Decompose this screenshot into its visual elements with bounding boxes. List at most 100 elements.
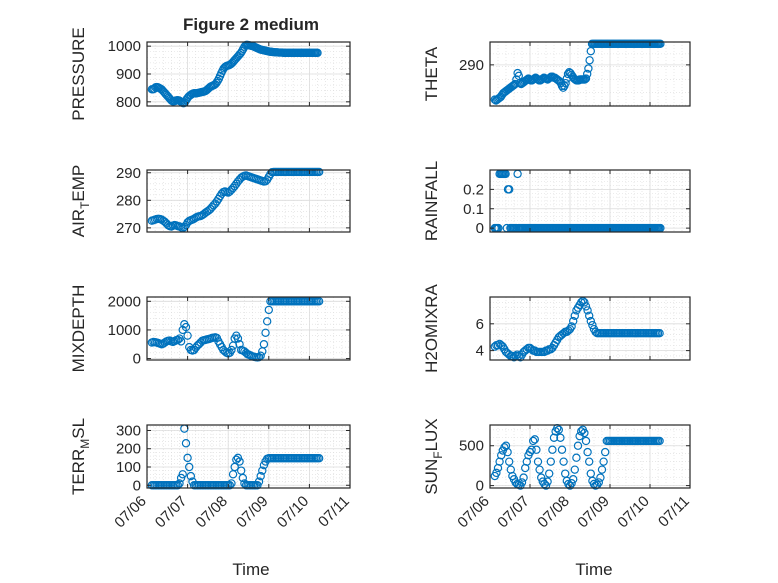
y-tick-label: 1000: [108, 322, 141, 339]
y-tick-label: 0: [133, 351, 141, 368]
data-point: [581, 302, 591, 311]
data-point: [655, 328, 664, 338]
data-point: [503, 447, 512, 457]
data-point: [236, 48, 245, 58]
data-point: [519, 473, 528, 482]
subplot-theta: 290 THETA: [422, 39, 691, 107]
y-axis-label: TERRMSL: [69, 418, 92, 495]
data-point: [527, 445, 536, 454]
axes-box: [489, 296, 691, 361]
y-axis-label: PRESSURE: [69, 27, 88, 121]
y-axis-label: AIRTEMP: [69, 165, 92, 238]
data-point: [543, 477, 552, 486]
axes-box: [489, 41, 691, 107]
data-point: [181, 439, 191, 448]
data-point: [530, 435, 540, 444]
data-point: [233, 334, 243, 343]
subplot-pressure: 800 900 1000 PRESSURE: [69, 27, 351, 121]
y-tick-label: 0: [476, 478, 484, 495]
data-point: [535, 465, 544, 474]
axes-box: [489, 169, 691, 233]
data-point: [559, 83, 568, 92]
data-point: [570, 311, 580, 320]
data-point: [505, 457, 514, 466]
axes-box: [146, 296, 351, 361]
data-point: [313, 48, 322, 58]
data-point: [583, 69, 592, 79]
data-point: [573, 441, 583, 450]
data-point: [555, 77, 564, 86]
data-point: [505, 185, 514, 194]
data-point: [517, 478, 527, 487]
data-point: [258, 466, 267, 475]
data-point: [585, 311, 594, 320]
data-point: [599, 457, 608, 466]
data-point: [212, 78, 221, 88]
data-point: [262, 317, 272, 326]
data-point: [186, 471, 196, 481]
data-point: [545, 469, 554, 478]
data-point: [176, 337, 186, 346]
data-point: [183, 331, 192, 340]
data-point: [565, 481, 575, 490]
x-axis-label-right: Time: [575, 560, 612, 579]
data-point: [493, 341, 503, 350]
data-point: [567, 322, 576, 331]
data-point: [585, 457, 594, 466]
data-point: [173, 481, 183, 490]
subplot-h2omixra: 4 6 H2OMIXRA: [422, 283, 691, 373]
data-point: [235, 457, 244, 466]
data-point: [546, 457, 556, 466]
data-point: [238, 473, 248, 483]
data-point: [655, 436, 664, 446]
data-point: [559, 457, 568, 466]
data-point: [583, 306, 592, 315]
axes-box: [146, 424, 351, 489]
data-point: [533, 457, 543, 466]
data-point: [183, 453, 192, 463]
y-tick-label: 270: [116, 220, 141, 237]
data-point: [314, 297, 324, 306]
data-point: [583, 447, 592, 457]
y-tick-label: 300: [116, 422, 141, 439]
data-point: [597, 465, 607, 474]
y-tick-label: 0: [133, 477, 141, 494]
plot-area: [490, 42, 690, 106]
y-tick-label: 0.2: [463, 181, 484, 198]
data-point: [181, 322, 191, 332]
y-axis-label: SUNFLUX: [422, 418, 445, 494]
data-point: [235, 340, 244, 349]
data-point: [314, 167, 324, 177]
data-point: [532, 445, 541, 454]
data-point: [178, 470, 187, 479]
y-tick-label: 200: [116, 441, 141, 458]
data-point: [596, 473, 605, 482]
data-point: [227, 479, 236, 488]
data-point: [256, 471, 265, 481]
data-point: [529, 436, 538, 446]
data-point: [261, 328, 270, 337]
subplot-mixdepth: 0 1000 2000 MIXDEPTH: [69, 285, 351, 373]
data-point: [584, 64, 593, 73]
y-tick-label: 0.1: [463, 201, 484, 218]
data-point: [492, 468, 501, 478]
axes-box: [489, 424, 691, 489]
data-point: [580, 75, 590, 84]
data-point: [314, 454, 324, 463]
data-point: [556, 433, 565, 442]
y-tick-label: 1000: [108, 38, 141, 55]
data-point: [541, 481, 551, 490]
subplot-air-temp: 270 280 290 AIRTEMP: [69, 165, 351, 238]
data-point: [225, 481, 235, 490]
data-point: [569, 316, 578, 326]
data-point: [569, 475, 578, 484]
data-point: [185, 462, 194, 472]
data-point: [548, 445, 557, 454]
figure-title: Figure 2 medium: [183, 15, 319, 34]
data-point: [264, 305, 273, 315]
y-axis-label: H2OMIXRA: [422, 283, 441, 372]
data-point: [557, 445, 567, 454]
y-tick-label: 6: [476, 316, 484, 333]
y-axis-label: MIXDEPTH: [69, 285, 88, 373]
